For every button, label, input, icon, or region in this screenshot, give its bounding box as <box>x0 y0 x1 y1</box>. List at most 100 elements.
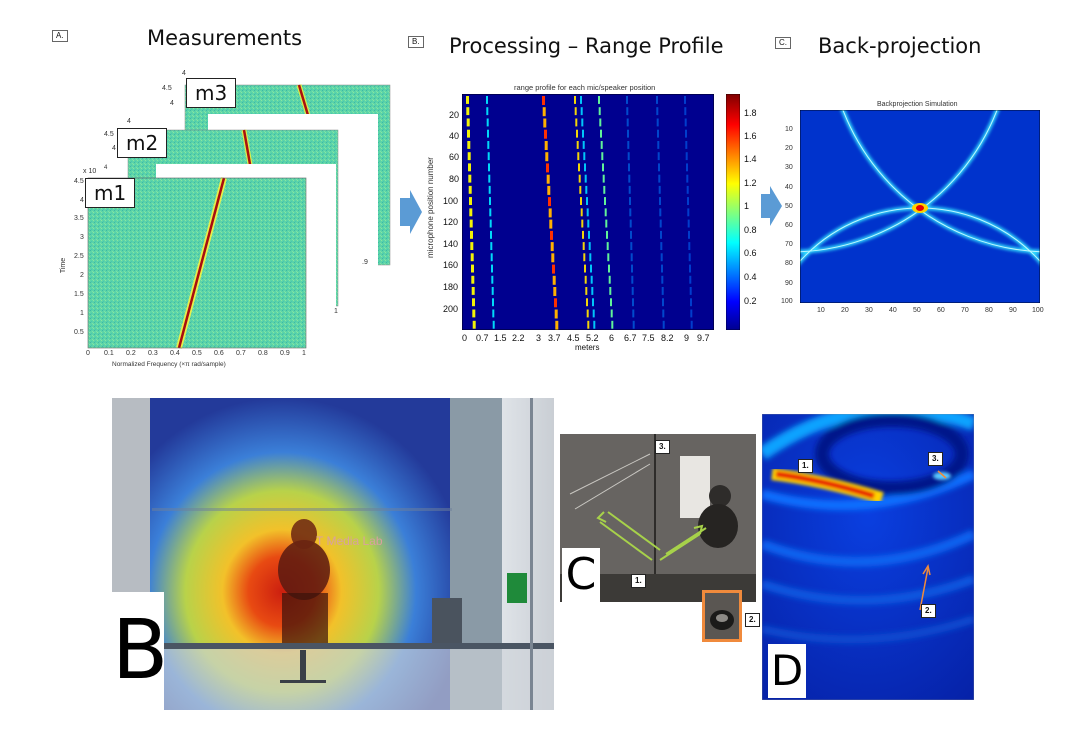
m2-exp: 4 <box>127 118 131 125</box>
bp-xtick: 100 <box>1032 307 1044 314</box>
range-profile-streak <box>488 185 491 194</box>
rp-ytick: 160 <box>443 260 459 270</box>
marker-d-1: 1. <box>798 459 813 473</box>
arrow-a-to-b <box>400 190 422 234</box>
range-profile-streak <box>631 287 634 295</box>
cb-tick: 0.8 <box>744 225 757 235</box>
m1-xtick: 0.3 <box>148 350 158 357</box>
panel-c-heading: Back-projection <box>818 34 982 58</box>
m1-xtick: 0.9 <box>280 350 290 357</box>
figure-letter-c: C <box>562 548 600 602</box>
range-profile-peak <box>554 298 557 308</box>
cb-tick: 1.2 <box>744 178 757 188</box>
range-profile-streak <box>659 219 662 228</box>
cb-tick: 1.8 <box>744 108 757 118</box>
rp-xtick: 1.5 <box>494 333 507 343</box>
range-profile-streak <box>578 163 580 172</box>
m1-xtick: 0.8 <box>258 350 268 357</box>
range-profile-streak <box>662 309 665 318</box>
range-profile-streak <box>607 253 610 262</box>
range-profile-streak <box>486 118 489 127</box>
range-profile-streak <box>608 264 610 273</box>
range-profile-streak <box>599 118 602 127</box>
cb-tick: 0.6 <box>744 248 757 258</box>
range-profile-streak <box>591 287 594 295</box>
m1-ytick: 1.5 <box>74 291 84 298</box>
m3-ytick-1: 4.5 <box>162 85 172 92</box>
range-profile-streak <box>575 118 578 127</box>
m1-ytick: 3.5 <box>74 215 84 222</box>
range-profile-streak <box>602 163 604 172</box>
range-profile-title: range profile for each mic/speaker posit… <box>514 83 656 92</box>
range-profile-streak <box>684 118 687 127</box>
m1-xtick: 0.4 <box>170 350 180 357</box>
rp-ytick: 140 <box>443 239 459 249</box>
bp-ytick: 40 <box>785 184 793 191</box>
bp-xtick: 90 <box>1009 307 1017 314</box>
range-profile-streak <box>472 320 476 329</box>
range-profile-streak <box>611 320 614 329</box>
range-profile-streak <box>580 107 583 116</box>
rp-ytick: 200 <box>443 304 459 314</box>
range-profile-streak <box>592 298 594 307</box>
rp-xtick: 0 <box>462 333 468 343</box>
m1-xtick: 0.6 <box>214 350 224 357</box>
m1-xtick: 0.5 <box>192 350 202 357</box>
panel-a-heading: Measurements <box>147 26 303 50</box>
range-profile-streak <box>689 264 691 273</box>
m1-ytick: 1 <box>80 310 84 317</box>
range-profile-streak <box>580 208 583 217</box>
range-profile-streak <box>632 309 635 318</box>
range-profile-streak <box>628 185 631 194</box>
m1-ytick: 4.5 <box>74 178 84 185</box>
rp-xtick: 0.7 <box>476 333 489 343</box>
rp-xtick: 9.7 <box>697 333 710 343</box>
range-profile-streak <box>659 208 662 217</box>
range-profile-streak <box>492 320 495 329</box>
range-profile-streak <box>661 287 664 295</box>
range-profile-streak <box>662 320 665 329</box>
m3-xtick-end: .9 <box>362 259 368 266</box>
range-profile-streak <box>660 230 662 239</box>
cb-tick: 1 <box>744 201 750 211</box>
range-profile-streak <box>574 107 577 116</box>
range-profile-streak <box>690 320 693 329</box>
range-profile-streak <box>627 152 630 161</box>
range-profile-streak <box>584 163 586 172</box>
range-profile-streak <box>629 219 632 228</box>
marker-c-1: 1. <box>631 574 646 588</box>
m2-ytick-2: 4 <box>112 145 116 152</box>
range-profile-streak <box>586 208 589 217</box>
range-profile-streak <box>656 107 659 116</box>
rp-ytick: 180 <box>443 282 459 292</box>
range-profile-streak <box>492 309 495 318</box>
range-profile-peak <box>542 107 546 117</box>
rp-xtick: 4.5 <box>567 333 580 343</box>
marker-c-3: 3. <box>655 440 670 454</box>
range-profile-streak <box>581 118 584 127</box>
panel-b-tag: B. <box>408 36 424 48</box>
m1-x-label: Normalized Frequency (×π rad/sample) <box>112 361 226 368</box>
bp-ytick: 30 <box>785 164 793 171</box>
range-profile-streak <box>580 96 582 104</box>
range-profile-peak <box>546 163 549 173</box>
bp-xtick: 80 <box>985 307 993 314</box>
rp-xtick: 2.2 <box>512 333 525 343</box>
range-profile-streak <box>598 96 600 104</box>
room-heatmap-photo <box>112 398 554 710</box>
range-profile-streak <box>486 96 488 104</box>
m1-exp-label: x 10 <box>83 168 97 175</box>
range-profile-streak <box>470 242 474 250</box>
backprojection-plot <box>800 110 1040 303</box>
rp-ytick: 20 <box>449 110 460 120</box>
bp-xtick: 10 <box>817 307 825 314</box>
m1-ytick: 4 <box>80 197 84 204</box>
range-profile-streak <box>586 309 589 318</box>
cb-tick: 1.6 <box>744 131 757 141</box>
range-profile-streak <box>606 230 608 239</box>
backprojection-title: Backprojection Simulation <box>877 101 958 108</box>
range-profile-streak <box>606 242 609 250</box>
sensor-inset-photo <box>702 590 742 642</box>
range-profile-streak <box>578 174 581 183</box>
range-profile-streak <box>581 219 584 228</box>
